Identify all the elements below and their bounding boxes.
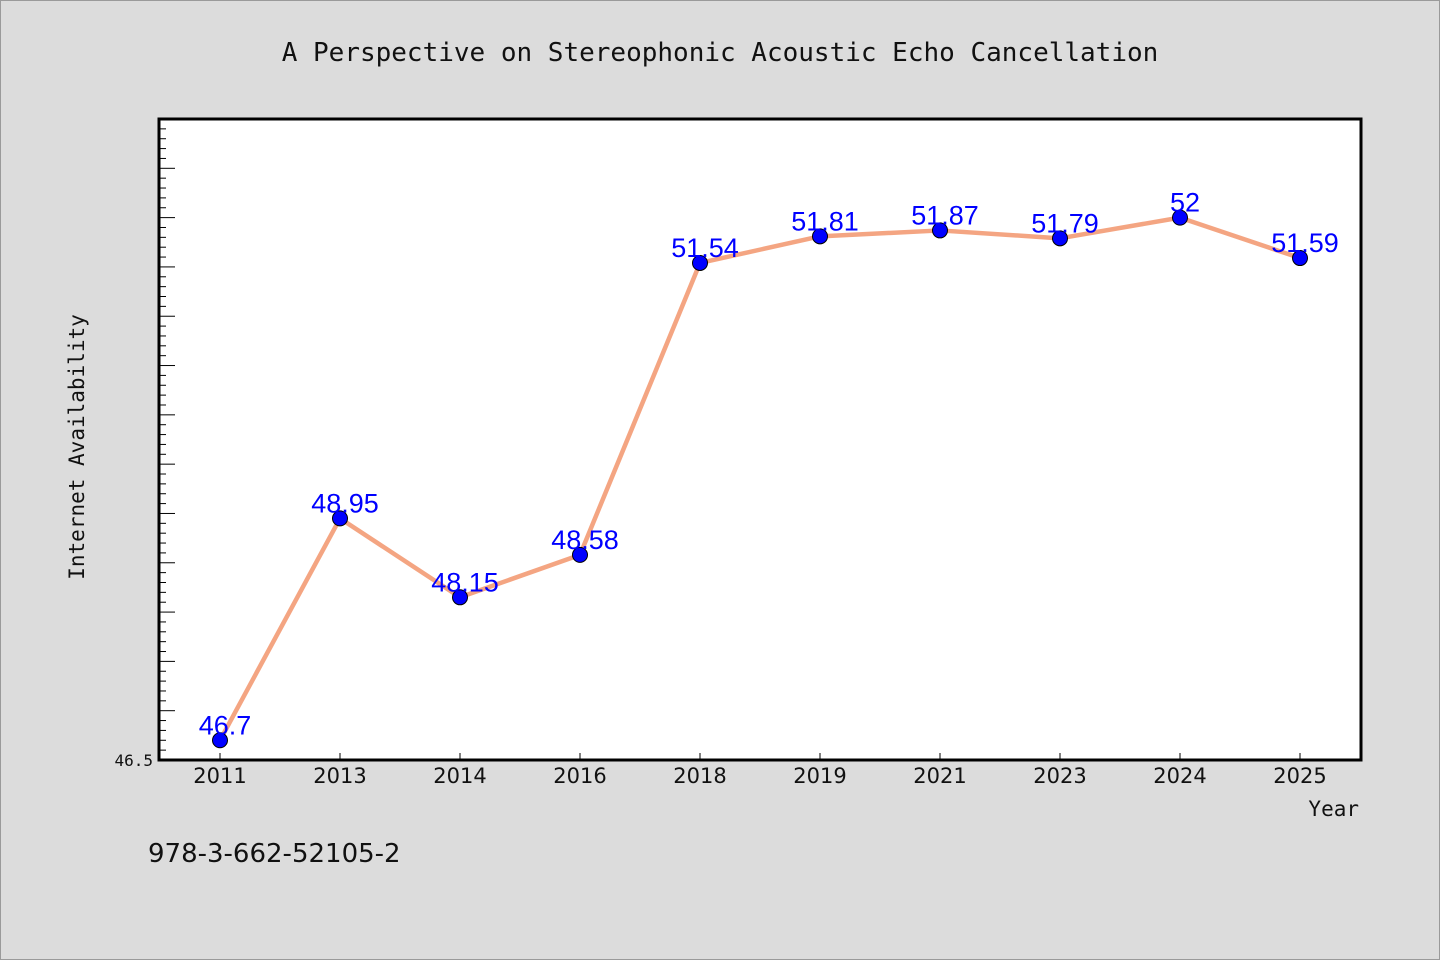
x-tick-label: 2021 — [913, 764, 966, 788]
data-label: 51.87 — [911, 200, 979, 230]
x-tick-label: 2014 — [433, 764, 486, 788]
data-point-marker — [812, 228, 828, 245]
chart-title: A Perspective on Stereophonic Acoustic E… — [282, 38, 1159, 68]
series-line — [217, 215, 1303, 743]
x-tick-label: 2013 — [313, 764, 366, 788]
data-label: 51.81 — [791, 206, 859, 236]
data-point-marker — [692, 254, 708, 271]
y-tick-label: 46.5 — [114, 751, 153, 770]
x-axis-ticks: 2011 2013 2014 2016 2018 2019 2021 2023 2024 2025 — [193, 753, 1327, 788]
y-axis-ticks — [159, 118, 175, 761]
data-point-marker — [452, 589, 468, 606]
data-label: 48.58 — [551, 525, 619, 555]
data-label: 51.79 — [1031, 208, 1099, 238]
data-label: 48.95 — [311, 488, 379, 518]
y-axis-title: Internet Availability — [65, 314, 89, 580]
data-point-marker — [332, 510, 348, 527]
data-labels: 46.7 48.95 48.15 48.58 51.54 51.81 51.87 51.79 5… — [199, 188, 1339, 741]
x-tick-label: 2025 — [1273, 764, 1326, 788]
x-tick-label: 2024 — [1153, 764, 1206, 788]
data-point-marker — [572, 546, 588, 563]
data-point-marker — [1052, 230, 1068, 247]
data-label: 48.15 — [431, 567, 499, 597]
data-point-marker — [212, 732, 228, 749]
x-tick-label: 2019 — [793, 764, 846, 788]
data-label: 51.54 — [671, 233, 739, 263]
data-point-marker — [1292, 250, 1308, 267]
x-axis-title: Year — [1308, 797, 1359, 821]
x-tick-label: 2011 — [193, 764, 246, 788]
data-markers — [212, 209, 1308, 749]
x-tick-label: 2023 — [1033, 764, 1086, 788]
x-tick-label: 2018 — [673, 764, 726, 788]
data-label: 52 — [1170, 188, 1200, 218]
data-point-marker — [1172, 209, 1188, 226]
series-line-group — [217, 215, 1303, 743]
data-point-marker — [932, 222, 948, 239]
plot-area — [157, 117, 1363, 762]
data-label: 51.59 — [1271, 228, 1339, 258]
isbn-footnote: 978-3-662-52105-2 — [148, 839, 401, 869]
x-tick-label: 2016 — [553, 764, 606, 788]
data-label: 46.7 — [199, 710, 252, 740]
